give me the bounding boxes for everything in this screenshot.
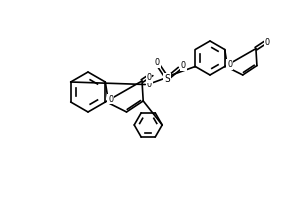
Text: O: O (108, 95, 113, 104)
Text: O: O (265, 38, 270, 47)
Text: O: O (181, 61, 186, 70)
Text: O: O (155, 58, 160, 67)
Text: O: O (227, 60, 232, 69)
Text: S: S (164, 73, 170, 84)
Text: O: O (147, 80, 152, 89)
Text: O: O (146, 73, 152, 82)
